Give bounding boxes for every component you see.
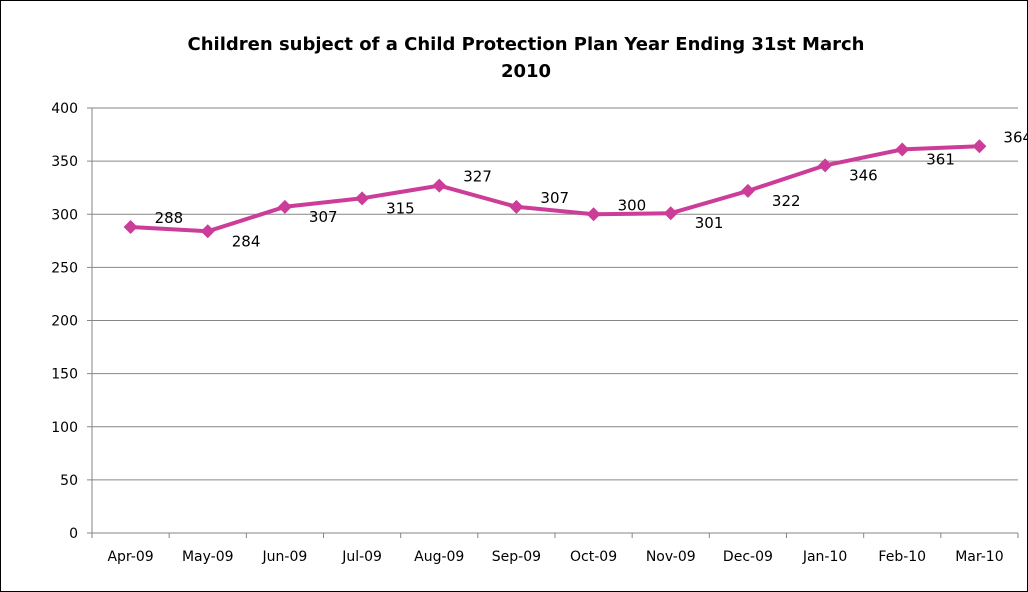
x-tick-label: Oct-09 xyxy=(570,549,617,565)
x-tick-labels: Apr-09 May-09 Jun-09 Jul-09 Aug-09 Sep-09 Oct-… xyxy=(107,549,1003,565)
data-label: 315 xyxy=(386,199,415,217)
data-point-marker xyxy=(972,139,987,154)
data-point-marker xyxy=(509,199,524,214)
y-tick-label: 350 xyxy=(51,154,78,170)
data-label: 327 xyxy=(463,168,492,186)
y-tick-label: 400 xyxy=(51,101,78,117)
chart-title-line-1: Children subject of a Child Protection P… xyxy=(187,34,865,55)
y-tick-label: 0 xyxy=(69,526,78,542)
data-point-marker xyxy=(355,191,370,206)
series-line-layer xyxy=(130,144,980,234)
data-markers xyxy=(123,139,987,239)
x-tick-label: Jan-10 xyxy=(802,549,847,565)
x-tick-label: Jul-09 xyxy=(341,549,382,565)
y-tick-label: 100 xyxy=(51,420,78,436)
series-line xyxy=(130,144,980,234)
data-point-marker xyxy=(818,158,833,173)
axes xyxy=(87,107,1019,538)
x-tick-label: Aug-09 xyxy=(414,549,464,565)
x-tick-label: Dec-09 xyxy=(723,549,773,565)
data-label: 322 xyxy=(772,192,801,210)
data-point-marker xyxy=(277,199,292,214)
y-tick-label: 200 xyxy=(51,314,78,330)
data-label: 284 xyxy=(232,232,261,250)
data-label: 361 xyxy=(926,150,955,168)
data-point-marker xyxy=(200,224,215,239)
data-label: 300 xyxy=(618,196,647,214)
data-point-marker xyxy=(895,142,910,157)
y-tick-label: 300 xyxy=(51,207,78,223)
data-label: 346 xyxy=(849,166,878,184)
gridlines xyxy=(92,107,1018,481)
data-label: 301 xyxy=(695,214,724,232)
x-tick-label: May-09 xyxy=(182,549,234,565)
chart-title: Children subject of a Child Protection P… xyxy=(1,31,1028,85)
data-point-marker xyxy=(123,220,138,234)
data-label: 364 xyxy=(1003,128,1028,146)
data-label: 307 xyxy=(309,208,338,226)
y-tick-label: 250 xyxy=(51,260,78,276)
data-point-marker xyxy=(586,207,601,222)
x-tick-label: Nov-09 xyxy=(646,549,696,565)
x-tick-label: Jun-09 xyxy=(262,549,308,565)
data-labels: 288 284 307 315 327 307 300 301 322 346 361 364 xyxy=(155,128,1028,250)
y-tick-label: 50 xyxy=(60,473,78,489)
data-label: 307 xyxy=(540,189,569,207)
x-tick-label: Feb-10 xyxy=(878,549,926,565)
data-point-marker xyxy=(432,178,447,193)
data-point-marker xyxy=(740,183,755,198)
data-point-marker xyxy=(663,206,678,221)
data-label: 288 xyxy=(155,209,184,227)
y-tick-label: 150 xyxy=(51,367,78,383)
chart-title-line-2: 2010 xyxy=(500,61,552,82)
x-tick-label: Mar-10 xyxy=(955,549,1003,565)
x-tick-label: Apr-09 xyxy=(107,549,153,565)
y-tick-labels: 0 50 100 150 200 250 300 350 400 xyxy=(51,101,78,542)
x-tick-label: Sep-09 xyxy=(492,549,541,565)
